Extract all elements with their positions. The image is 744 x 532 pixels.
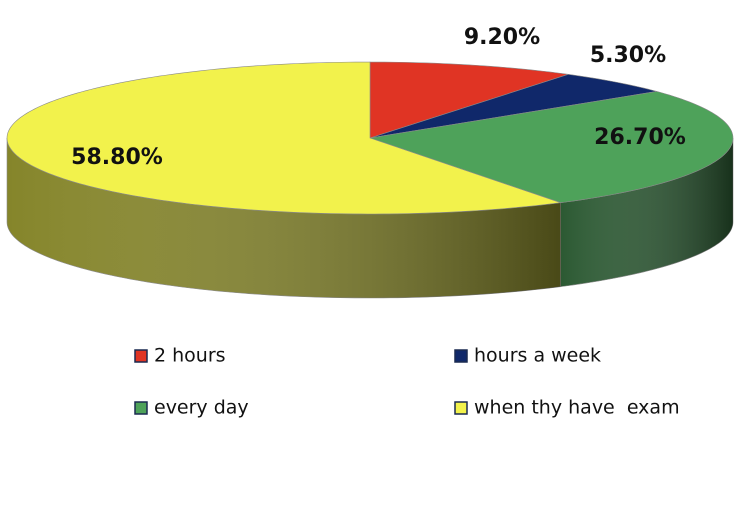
slice-side-shade (560, 138, 733, 287)
value-label: 26.70% (594, 125, 686, 150)
slice (369, 91, 734, 203)
slice (369, 61, 569, 139)
value-label: 9.20% (464, 25, 540, 50)
legend-swatch (454, 401, 468, 415)
legend-label: every day (154, 397, 249, 419)
value-label: 5.30% (590, 43, 666, 68)
slice (6, 61, 561, 215)
slice (369, 74, 657, 139)
legend-label: when thy have exam (474, 397, 680, 419)
legend-swatch (454, 349, 468, 363)
value-label: 58.80% (71, 145, 163, 170)
legend-swatch (134, 401, 148, 415)
legend-label: hours a week (474, 345, 601, 367)
legend-swatch (134, 349, 148, 363)
legend-label: 2 hours (154, 345, 226, 367)
slice-side-shade (7, 138, 561, 298)
